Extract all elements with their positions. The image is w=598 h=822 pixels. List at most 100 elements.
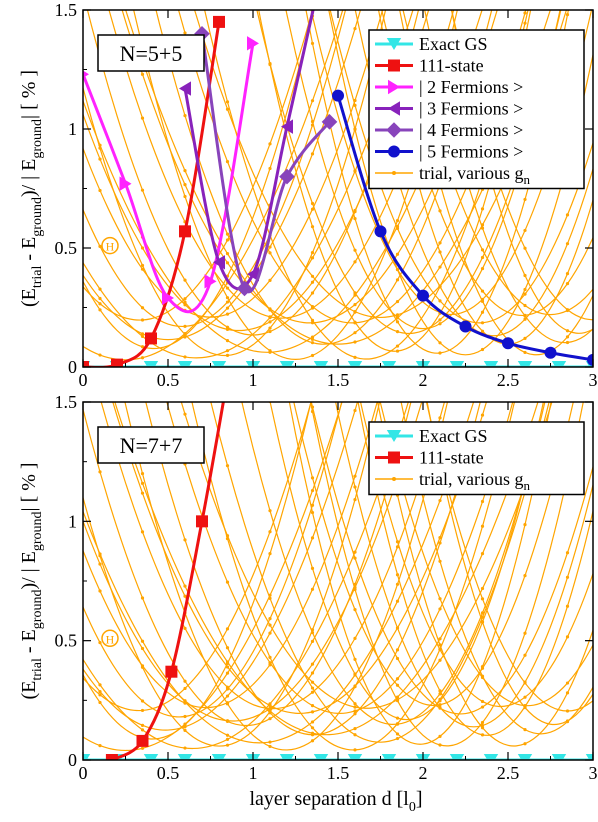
legend-item: | 5 Fermions >: [375, 142, 523, 162]
x-tick-label: 2.5: [497, 370, 520, 390]
trial-point: [140, 116, 145, 120]
data-point: [544, 346, 557, 359]
legend-marker: [392, 171, 396, 175]
trial-point: [310, 639, 315, 643]
trial-point: [225, 464, 230, 468]
trial-point: [140, 318, 145, 322]
trial-point: [438, 265, 442, 269]
y-tick-label: 1: [68, 119, 77, 139]
trial-point: [310, 119, 315, 124]
data-point: [165, 665, 178, 678]
trial-point: [523, 350, 527, 355]
n-label-box: [97, 34, 205, 72]
legend-marker: [386, 38, 402, 50]
x-tick-label: 3: [589, 370, 598, 390]
trial-point: [438, 250, 442, 254]
trial-point: [480, 289, 485, 293]
trial-point: [353, 302, 357, 307]
trial-point: [395, 656, 400, 661]
data-point: [177, 361, 193, 367]
trial-point: [353, 340, 357, 344]
legend-label: | 3 Fermions >: [419, 99, 523, 119]
trial-point: [98, 308, 102, 312]
data-point: [279, 168, 295, 185]
x-tick-label: 2: [419, 370, 428, 390]
trial-point: [310, 726, 315, 730]
trial-point: [225, 646, 230, 650]
trial-point: [480, 720, 485, 725]
trial-point: [310, 630, 315, 635]
trial-point: [480, 733, 485, 737]
trial-point: [438, 643, 442, 647]
y-axis-label-part: )/ | E: [18, 551, 40, 589]
legend-item: 111-state: [375, 56, 484, 76]
data-point: [313, 754, 329, 760]
trial-point: [268, 631, 272, 635]
legend-marker: [388, 79, 400, 95]
y-axis-label-part: ground: [30, 511, 45, 551]
trial-point: [98, 157, 102, 161]
trial-point: [395, 278, 400, 282]
n-label: N=7+7: [120, 433, 183, 458]
trial-point: [565, 272, 570, 276]
trial-point: [395, 226, 400, 230]
legend-label-text: Exact GS: [419, 34, 487, 54]
trial-point: [268, 326, 272, 330]
trial-point: [310, 318, 315, 322]
trial-point: [310, 225, 315, 229]
trial-point: [225, 100, 230, 104]
legend-item: Exact GS: [375, 34, 487, 54]
series-line: [83, 43, 255, 314]
data-point: [347, 361, 363, 367]
legend-label-text: | 5 Fermions >: [419, 142, 523, 162]
trial-curve: [285, 10, 561, 330]
trial-point: [353, 408, 357, 413]
y-axis-label-part: ground: [30, 590, 45, 630]
trial-point: [183, 538, 187, 542]
trial-point: [225, 743, 230, 747]
data-point: [105, 754, 118, 760]
trial-point: [480, 248, 485, 252]
trial-point: [523, 728, 527, 732]
trial-point: [395, 573, 400, 577]
trial-point: [225, 665, 230, 669]
trial-point: [395, 722, 400, 726]
trial-point: [310, 341, 315, 345]
trial-point: [140, 471, 145, 476]
trial-point: [438, 341, 442, 345]
trial-point: [310, 720, 315, 724]
data-point: [247, 36, 259, 51]
trial-curve: [83, 10, 430, 332]
trial-point: [523, 705, 527, 710]
trial-point: [98, 470, 102, 474]
trial-point: [140, 332, 145, 336]
x-tick-label: 0.5: [157, 370, 180, 390]
y-axis-label-part: ground: [30, 197, 45, 237]
trial-point: [140, 699, 145, 703]
trial-point: [353, 636, 357, 640]
trial-point: [353, 127, 357, 132]
trial-point: [140, 746, 145, 750]
x-tick-label: 1.5: [327, 370, 350, 390]
trial-point: [311, 395, 314, 398]
trial-point: [523, 336, 527, 340]
trial-point: [395, 313, 400, 317]
data-point: [204, 274, 217, 289]
y-tick-label: 0: [68, 357, 77, 377]
trial-point: [183, 679, 187, 683]
trial-point: [353, 103, 357, 107]
trial-point: [395, 736, 400, 741]
trial-point: [480, 226, 485, 230]
x-tick-label: 0: [79, 370, 88, 390]
theta-icon-label: H: [106, 632, 115, 646]
trial-point: [183, 297, 187, 301]
trial-point: [438, 705, 442, 710]
trial-point: [183, 183, 187, 187]
trial-point: [438, 637, 442, 641]
legend-marker: [386, 430, 402, 442]
legend-item: Exact GS: [375, 426, 487, 446]
trial-point: [523, 695, 527, 699]
trial-point: [480, 620, 485, 624]
trial-point: [98, 683, 102, 687]
trial-point: [353, 310, 357, 314]
